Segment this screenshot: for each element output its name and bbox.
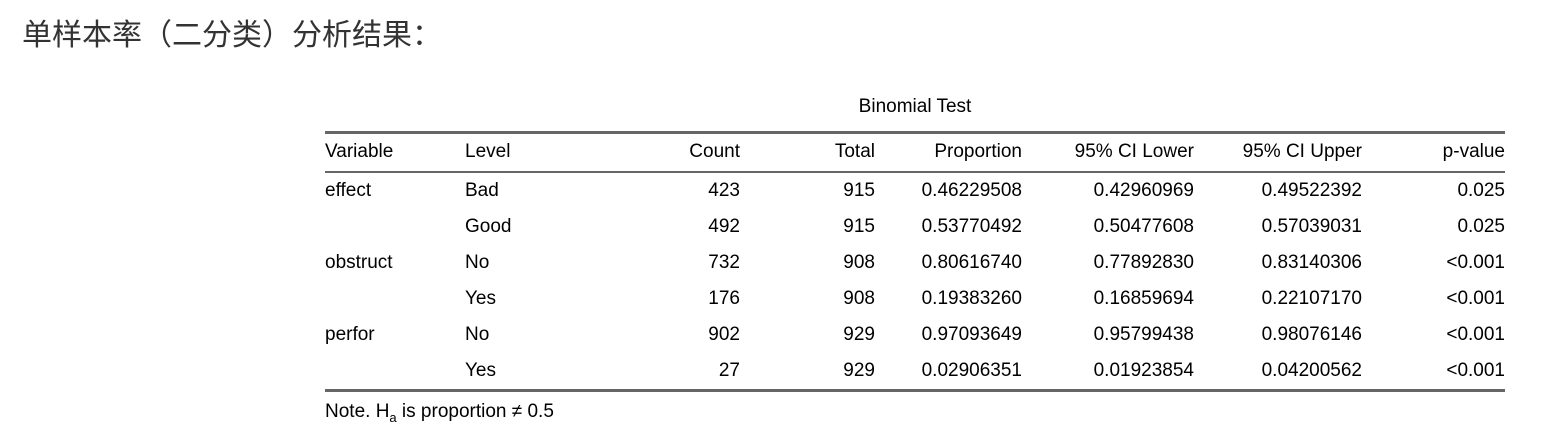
cell-p-value: <0.001 xyxy=(1446,324,1505,345)
cell-ci-lower: 0.50477608 xyxy=(1093,216,1194,237)
table-row: Yes 176 908 0.19383260 0.16859694 0.22107170 <… xyxy=(325,281,1505,317)
header-row: Variable Level Count Total Proportion 95% CI … xyxy=(325,132,1505,172)
cell-variable: obstruct xyxy=(325,252,393,273)
column-header-variable: Variable xyxy=(325,141,394,162)
cell-level: Yes xyxy=(465,360,496,381)
cell-proportion: 0.97093649 xyxy=(921,324,1022,345)
cell-variable xyxy=(325,209,465,245)
cell-total: 915 xyxy=(843,216,875,237)
note-suffix: is proportion ≠ 0.5 xyxy=(396,401,554,422)
cell-total: 929 xyxy=(843,360,875,381)
cell-ci-upper: 0.98076146 xyxy=(1261,324,1362,345)
cell-ci-upper: 0.04200562 xyxy=(1261,360,1362,381)
cell-total: 915 xyxy=(843,180,875,201)
table-row: perfor No 902 929 0.97093649 0.95799438 0.9807… xyxy=(325,317,1505,353)
cell-level: Good xyxy=(465,216,512,237)
binomial-test-table: Variable Level Count Total Proportion 95% CI … xyxy=(325,131,1505,392)
cell-proportion: 0.53770492 xyxy=(921,216,1022,237)
cell-ci-lower: 0.42960969 xyxy=(1093,180,1194,201)
column-header-proportion: Proportion xyxy=(934,141,1022,162)
cell-ci-upper: 0.22107170 xyxy=(1261,288,1362,309)
column-header-total: Total xyxy=(834,141,875,162)
cell-ci-lower: 0.95799438 xyxy=(1093,324,1194,345)
cell-p-value: <0.001 xyxy=(1446,288,1505,309)
table-body: effect Bad 423 915 0.46229508 0.42960969 0.495… xyxy=(325,172,1505,391)
column-header-ci-upper: 95% CI Upper xyxy=(1242,141,1362,162)
note-prefix: Note. H xyxy=(325,401,390,422)
cell-ci-upper: 0.49522392 xyxy=(1261,180,1362,201)
cell-ci-lower: 0.01923854 xyxy=(1093,360,1194,381)
cell-level: Yes xyxy=(465,288,496,309)
cell-proportion: 0.46229508 xyxy=(921,180,1022,201)
cell-count: 27 xyxy=(718,360,740,381)
cell-p-value: 0.025 xyxy=(1457,216,1505,237)
cell-ci-upper: 0.57039031 xyxy=(1261,216,1362,237)
cell-count: 732 xyxy=(708,252,740,273)
table-row: obstruct No 732 908 0.80616740 0.77892830 0.83… xyxy=(325,245,1505,281)
cell-proportion: 0.02906351 xyxy=(921,360,1022,381)
cell-ci-lower: 0.16859694 xyxy=(1093,288,1194,309)
table-row: Yes 27 929 0.02906351 0.01923854 0.04200562 <0… xyxy=(325,353,1505,391)
cell-total: 929 xyxy=(843,324,875,345)
cell-p-value: <0.001 xyxy=(1446,360,1505,381)
column-header-level: Level xyxy=(465,141,511,162)
cell-level: No xyxy=(465,252,490,273)
cell-total: 908 xyxy=(843,288,875,309)
cell-level: No xyxy=(465,324,490,345)
cell-variable xyxy=(325,281,465,317)
cell-proportion: 0.80616740 xyxy=(921,252,1022,273)
cell-count: 492 xyxy=(708,216,740,237)
page-title: 单样本率（二分类）分析结果： xyxy=(22,19,442,52)
cell-variable xyxy=(325,353,465,391)
table-caption: Binomial Test xyxy=(858,96,972,117)
cell-ci-lower: 0.77892830 xyxy=(1093,252,1194,273)
column-header-count: Count xyxy=(689,141,740,162)
cell-count: 176 xyxy=(708,288,740,309)
results-table-container: Binomial Test Variable Level Count Total Pro… xyxy=(325,96,1505,392)
cell-variable: perfor xyxy=(325,324,375,345)
table-note: Note. Ha is proportion ≠ 0.5 xyxy=(325,401,1541,425)
cell-total: 908 xyxy=(843,252,875,273)
cell-ci-upper: 0.83140306 xyxy=(1261,252,1362,273)
cell-count: 423 xyxy=(708,180,740,201)
cell-proportion: 0.19383260 xyxy=(921,288,1022,309)
cell-count: 902 xyxy=(708,324,740,345)
note-subscript: a xyxy=(389,409,397,425)
cell-level: Bad xyxy=(465,180,499,201)
cell-p-value: <0.001 xyxy=(1446,252,1505,273)
table-row: effect Bad 423 915 0.46229508 0.42960969 0.495… xyxy=(325,172,1505,209)
column-header-p-value: p-value xyxy=(1442,141,1505,162)
page: 单样本率（二分类）分析结果： Binomial Test Variable Lev… xyxy=(0,16,1541,425)
cell-p-value: 0.025 xyxy=(1457,180,1505,201)
table-row: Good 492 915 0.53770492 0.50477608 0.57039031… xyxy=(325,209,1505,245)
cell-variable: effect xyxy=(325,180,372,201)
column-header-ci-lower: 95% CI Lower xyxy=(1074,141,1194,162)
